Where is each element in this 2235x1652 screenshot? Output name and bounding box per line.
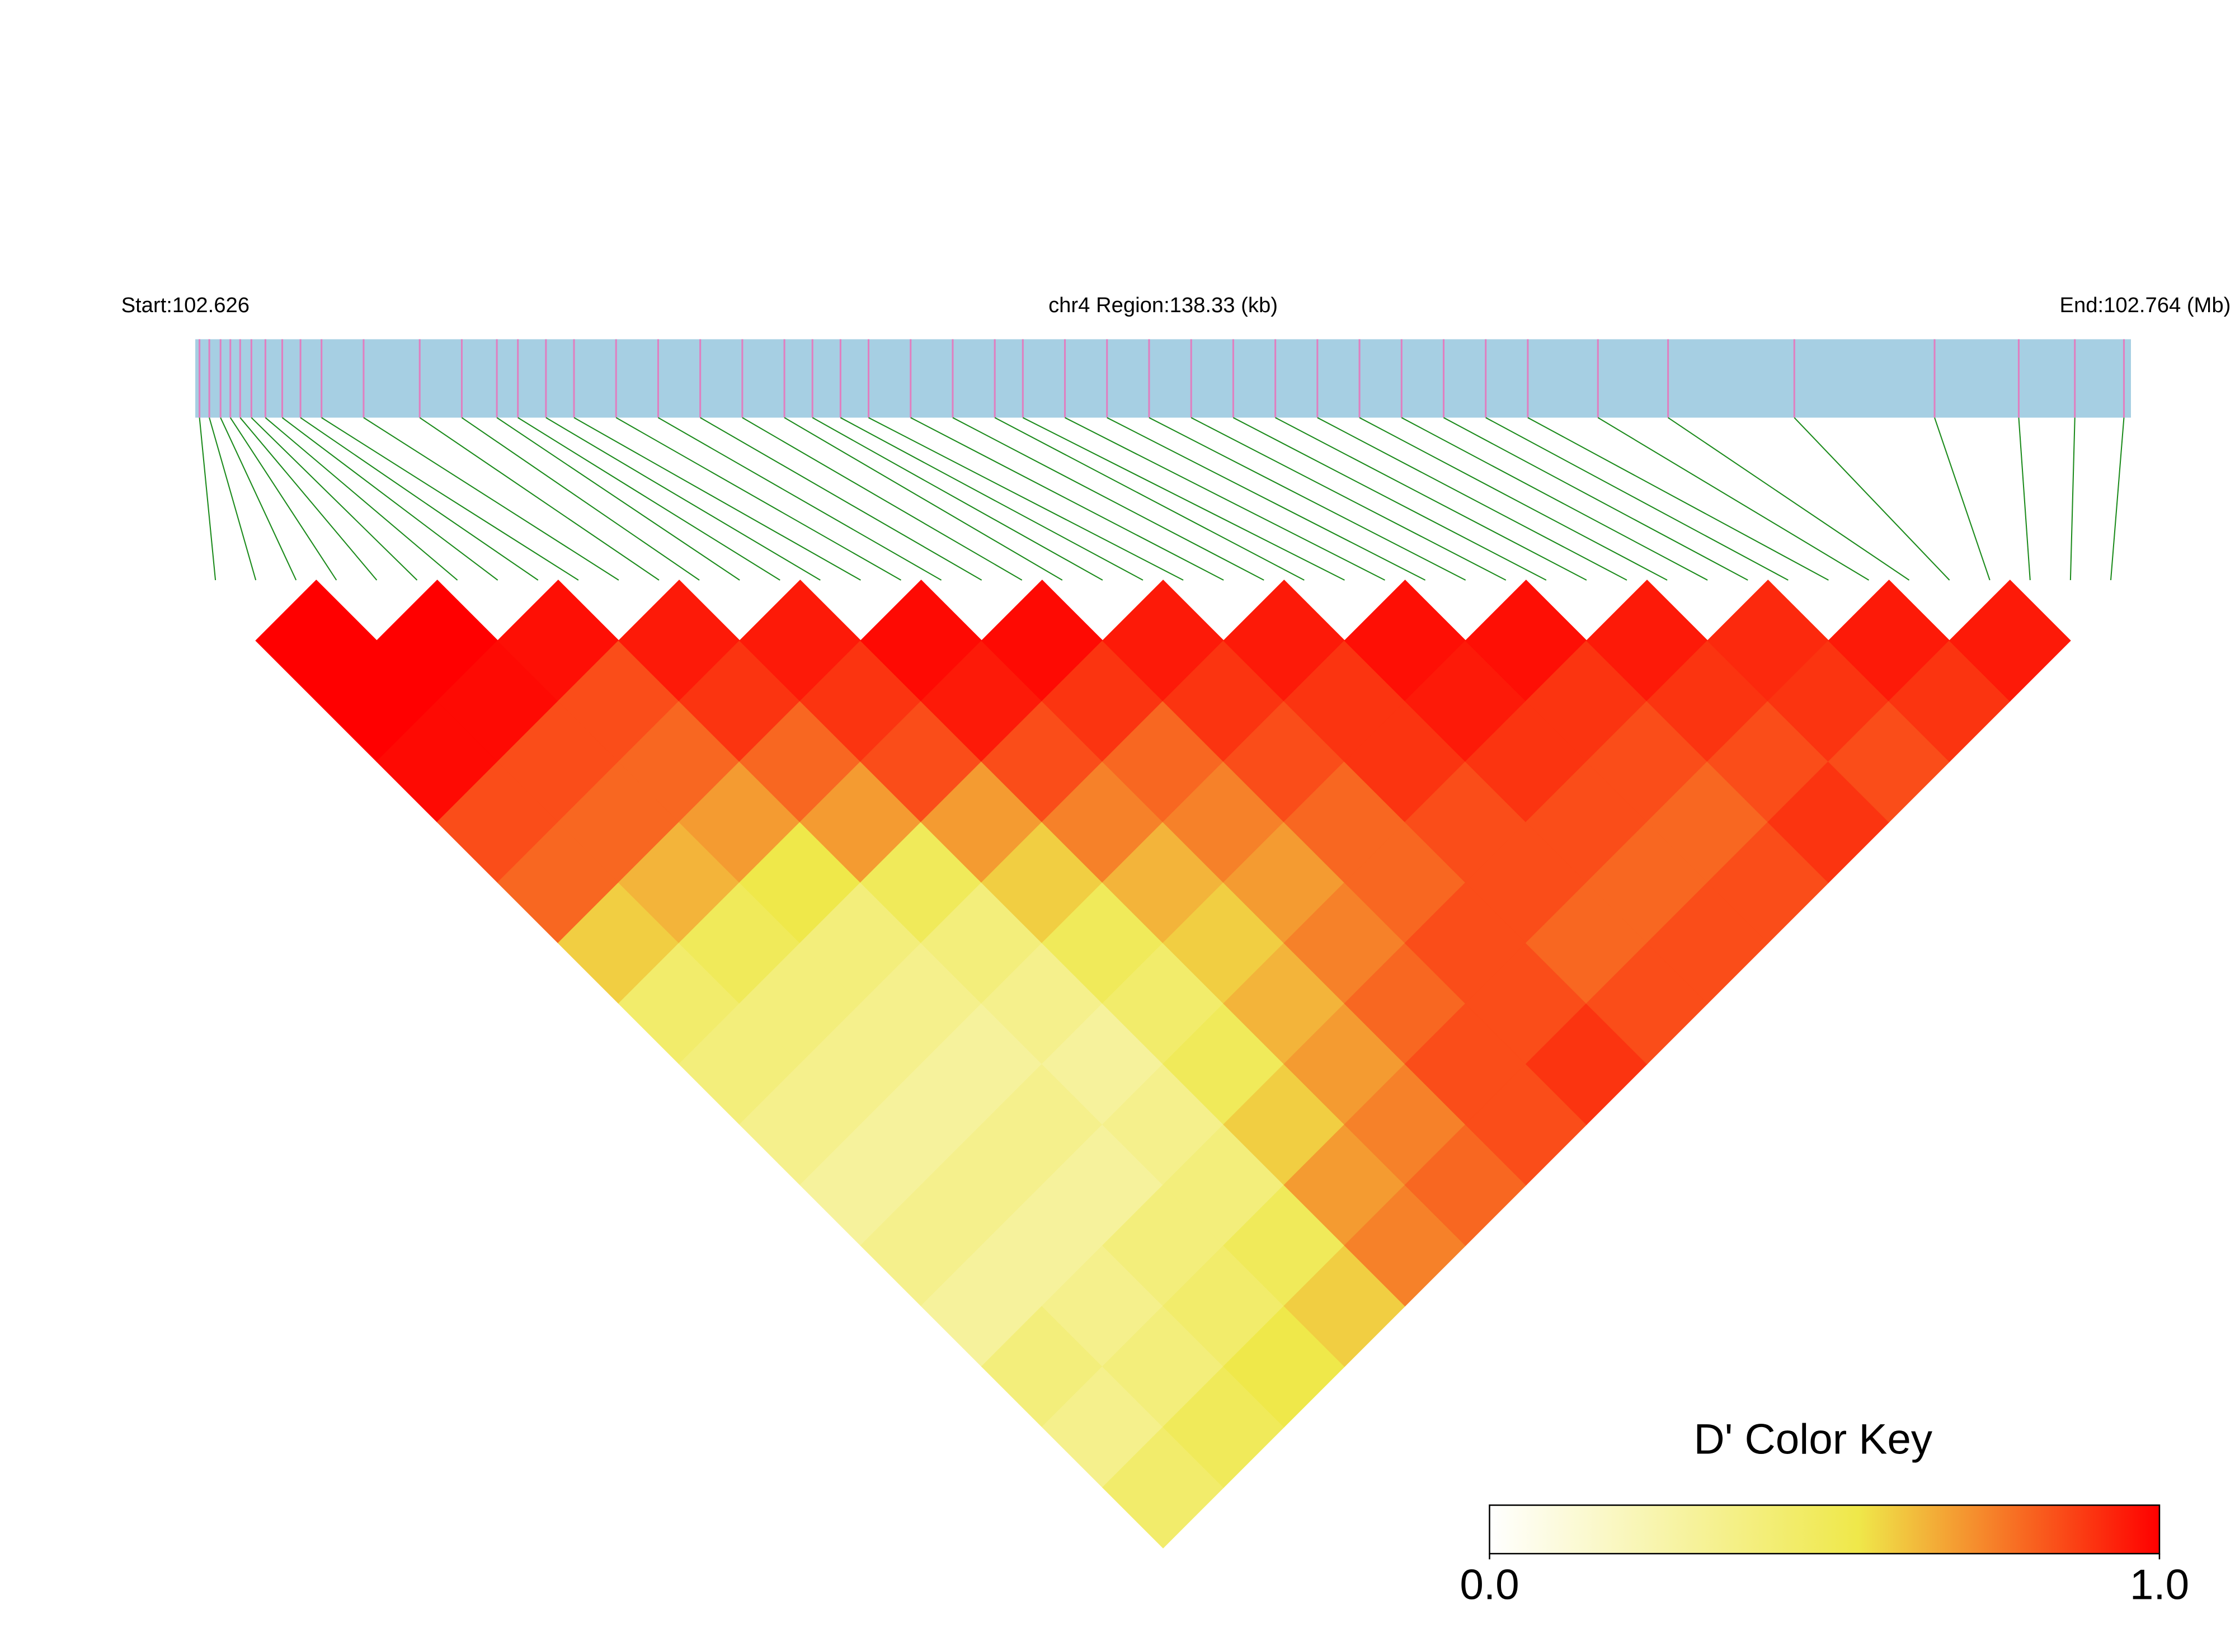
colorbar-tick-label: 1.0 bbox=[2130, 1561, 2189, 1609]
ld-cell bbox=[1949, 580, 2071, 702]
snp-link bbox=[573, 417, 861, 581]
snp-link bbox=[1275, 417, 1587, 581]
snp-link bbox=[229, 417, 337, 581]
snp-link bbox=[812, 417, 1103, 581]
snp-link bbox=[1191, 417, 1507, 581]
snp-link bbox=[1485, 417, 1789, 581]
snp-link bbox=[1065, 417, 1385, 581]
snp-link bbox=[1597, 417, 1869, 581]
chart-title: chr4 Region:138.33 (kb) bbox=[1048, 293, 1278, 317]
snp-link bbox=[1317, 417, 1627, 581]
colorbar bbox=[1489, 1504, 2161, 1555]
snp-link bbox=[2069, 417, 2076, 581]
snp-link bbox=[910, 417, 1224, 581]
snp-link bbox=[517, 417, 780, 581]
snp-link bbox=[300, 417, 539, 581]
colorbar-title: D' Color Key bbox=[1694, 1416, 1933, 1463]
snp-link bbox=[657, 417, 942, 581]
snp-link bbox=[265, 417, 458, 581]
snp-link bbox=[1149, 417, 1466, 581]
snp-link bbox=[220, 417, 297, 581]
snp-link bbox=[615, 417, 901, 581]
snp-link bbox=[419, 417, 660, 581]
snp-link bbox=[1022, 417, 1345, 581]
snp-link bbox=[281, 417, 498, 581]
snp-link bbox=[840, 417, 1144, 581]
snp-link bbox=[239, 417, 378, 581]
colorbar-tick-label: 0.0 bbox=[1460, 1561, 1519, 1609]
snp-link bbox=[1107, 417, 1426, 581]
snp-link bbox=[994, 417, 1305, 581]
snp-link bbox=[209, 417, 257, 581]
snp-link bbox=[1359, 417, 1668, 581]
snp-link bbox=[1232, 417, 1547, 581]
snp-link bbox=[545, 417, 821, 581]
snp-link bbox=[1401, 417, 1708, 581]
snp-link bbox=[496, 417, 740, 581]
snp-link bbox=[251, 417, 418, 581]
snp-link bbox=[321, 417, 579, 581]
snp-link bbox=[1934, 417, 1991, 581]
snp-link bbox=[1443, 417, 1748, 581]
snp-link bbox=[868, 417, 1184, 581]
snp-link bbox=[199, 417, 217, 581]
snp-link bbox=[784, 417, 1063, 581]
snp-link bbox=[2018, 417, 2031, 581]
snp-link bbox=[2110, 417, 2125, 581]
snp-link bbox=[952, 417, 1264, 581]
snp-link bbox=[1668, 417, 1910, 581]
snp-link bbox=[1794, 417, 1950, 581]
snp-link bbox=[363, 417, 619, 581]
end-label: End:102.764 (Mb) bbox=[2060, 293, 2231, 317]
snp-track bbox=[195, 339, 2132, 418]
snp-link bbox=[700, 417, 982, 581]
snp-link bbox=[742, 417, 1023, 581]
snp-link bbox=[1527, 417, 1829, 581]
snp-link bbox=[461, 417, 700, 581]
start-label: Start:102.626 bbox=[121, 293, 250, 317]
